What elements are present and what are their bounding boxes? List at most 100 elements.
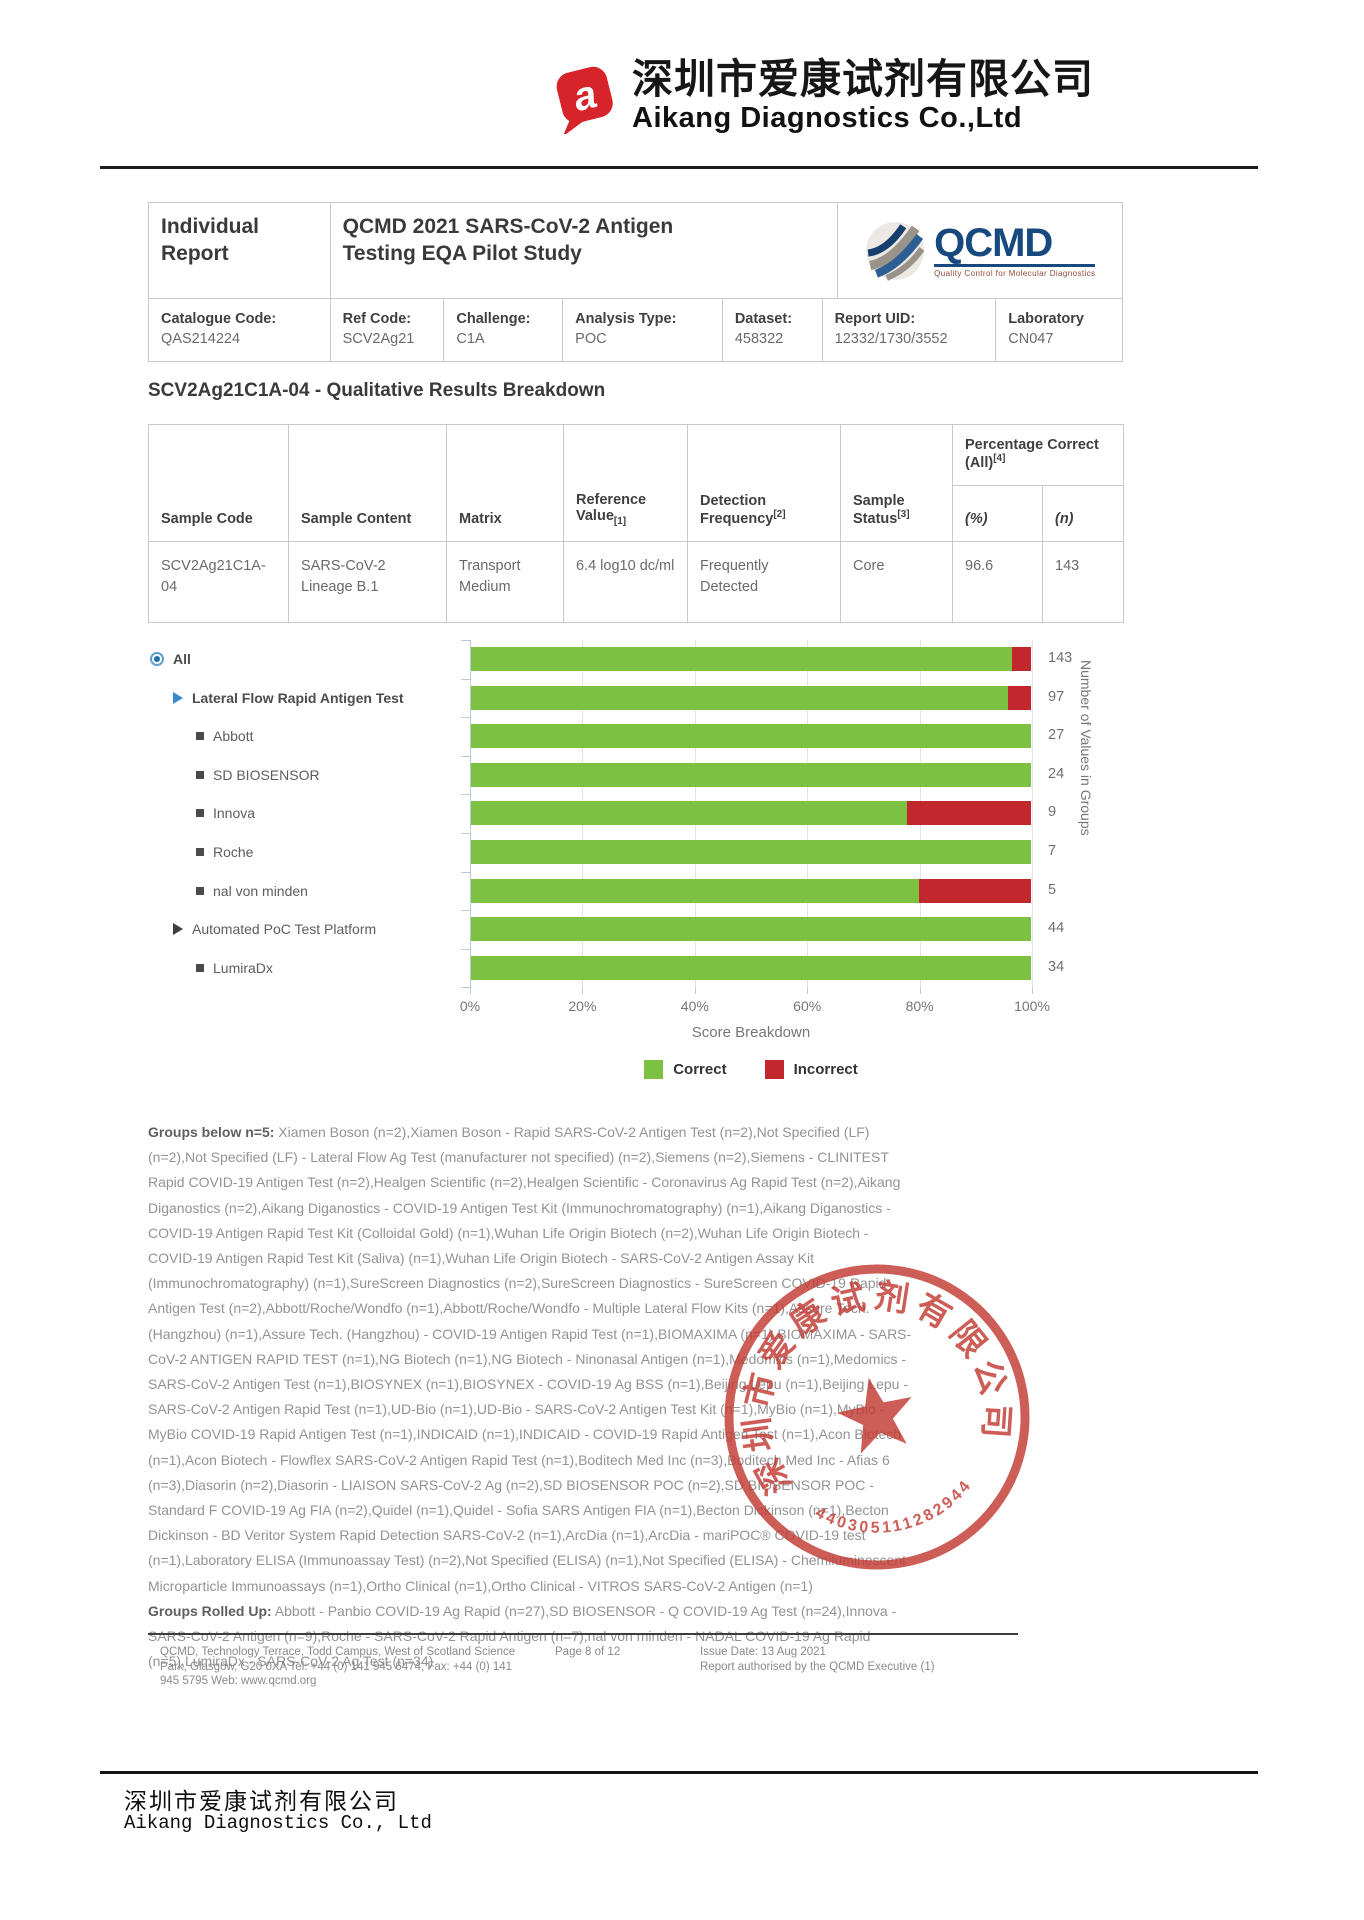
category-text: nal von minden: [213, 882, 308, 899]
legend-item-correct: Correct: [644, 1060, 727, 1079]
field-value: QAS214224: [161, 331, 241, 347]
x-tick-label: 0%: [459, 998, 481, 1015]
chart-category-label: Abbott: [196, 725, 253, 747]
footer-address-line1: QCMD, Technology Terrace, Todd Campus, W…: [160, 1646, 516, 1658]
x-axis-tick: [470, 987, 471, 995]
field-laboratory: Laboratory CN047: [996, 299, 1122, 361]
row-count: 24: [1048, 765, 1065, 782]
qcmd-logo-cell: QCMD Quality Control for Molecular Diagn…: [838, 203, 1122, 298]
radio-icon[interactable]: [150, 652, 164, 666]
qcmd-name: QCMD: [934, 223, 1096, 267]
stacked-bar: [471, 878, 1031, 903]
stacked-bar: [471, 840, 1031, 864]
field-label: Dataset:: [734, 311, 793, 327]
chart-category-label: LumiraDx: [196, 957, 273, 979]
company-name-en: Aikang Diagnostics Co.,Ltd: [632, 102, 1023, 134]
col-n: (n): [1041, 484, 1125, 542]
chart-category-label: Innova: [196, 802, 255, 824]
bar-incorrect-segment: [906, 801, 1031, 826]
letterhead: 深圳市爱康试剂有限公司 Aikang Diagnostics Co.,Ltd: [632, 56, 1094, 135]
cell-matrix: Transport Medium: [446, 540, 564, 623]
x-tick-label: 40%: [680, 998, 709, 1015]
field-value: SCV2Ag21: [342, 331, 415, 347]
category-text: SD BIOSENSOR: [213, 766, 320, 783]
col-reference-value: Reference Value[1]: [563, 424, 688, 542]
field-label: Ref Code:: [342, 311, 412, 327]
col-matrix: Matrix: [446, 424, 564, 542]
expand-triangle-icon[interactable]: [173, 923, 183, 936]
stacked-bar: [471, 917, 1031, 942]
chart-category-label: nal von minden: [196, 880, 308, 902]
chart-category-label: Roche: [196, 841, 253, 863]
groups-below-n5: Groups below n=5: Xiamen Boson (n=2),Xia…: [148, 1120, 912, 1599]
category-text: Innova: [213, 805, 256, 822]
footer-issue-date: Issue Date: 13 Aug 2021: [700, 1646, 826, 1658]
y-axis-tick: [461, 948, 470, 950]
chart-category-label: All: [150, 648, 191, 670]
footer-divider: [148, 1633, 1018, 1635]
row-count: 97: [1048, 688, 1065, 705]
notes-block: Groups below n=5: Xiamen Boson (n=2),Xia…: [148, 1120, 912, 1674]
row-count: 143: [1048, 650, 1073, 666]
cell-sample-content: SARS-CoV-2 Lineage B.1: [288, 540, 447, 623]
field-catalogue-code: Catalogue Code: QAS214224: [149, 299, 331, 361]
qcmd-wordmark: QCMD Quality Control for Molecular Diagn…: [934, 223, 1096, 278]
report-type: Individual Report: [161, 215, 260, 265]
footer-page-number: Page 8 of 12: [555, 1646, 621, 1658]
bar-correct-segment: [471, 685, 1009, 710]
qcmd-globe-icon: [866, 221, 925, 281]
x-tick-label: 80%: [905, 998, 934, 1015]
cell-n: 143: [1041, 540, 1125, 623]
y-axis-tick: [461, 910, 470, 912]
category-text: LumiraDx: [213, 959, 273, 976]
field-value: POC: [575, 331, 607, 347]
col-sample-status: Sample Status[3]: [840, 424, 953, 542]
bar-incorrect-segment: [1008, 685, 1031, 710]
stacked-bar: [471, 762, 1031, 787]
field-value: 458322: [734, 331, 784, 347]
bullet-square-icon: [196, 886, 204, 895]
legend-item-incorrect: Incorrect: [764, 1060, 858, 1079]
field-label: Analysis Type:: [575, 311, 677, 327]
right-axis-title: Number of Values in Groups: [1078, 660, 1094, 836]
cell-reference-value: 6.4 log10 dc/ml: [563, 540, 688, 623]
company-name-cn: 深圳市爱康试剂有限公司: [632, 56, 1094, 102]
x-axis-tick: [807, 987, 809, 995]
category-text: All: [173, 651, 191, 667]
cell-sample-code: SCV2Ag21C1A-04: [148, 540, 289, 623]
field-label: Challenge:: [456, 311, 531, 327]
bullet-square-icon: [196, 732, 204, 741]
bottom-company-cn: 深圳市爱康试剂有限公司: [124, 1789, 399, 1815]
bar-correct-segment: [471, 647, 1012, 671]
stacked-bar: [471, 685, 1031, 710]
x-axis-title: Score Breakdown: [691, 1024, 811, 1041]
x-axis-tick: [919, 987, 921, 995]
bar-incorrect-segment: [919, 878, 1031, 903]
x-tick-label: 60%: [793, 998, 822, 1015]
bar-correct-segment: [471, 878, 919, 903]
gridline: [1032, 640, 1033, 988]
footer-issue-info: Issue Date: 13 Aug 2021 Report authorise…: [700, 1645, 935, 1674]
table-row: SCV2Ag21C1A-04 SARS-CoV-2 Lineage B.1 Tr…: [148, 540, 1125, 623]
expand-triangle-icon[interactable]: [173, 691, 183, 704]
stacked-bar: [471, 955, 1031, 980]
field-value: C1A: [456, 331, 485, 347]
y-axis-tick: [461, 640, 470, 641]
col-sample-code: Sample Code: [148, 424, 289, 542]
legend-correct-swatch: [644, 1060, 664, 1079]
row-count: 44: [1048, 920, 1065, 937]
row-count: 27: [1048, 727, 1065, 744]
y-axis-tick: [461, 717, 470, 719]
results-table: Sample Code Sample Content Matrix Refere…: [148, 424, 1125, 623]
footer-authorised: Report authorised by the QCMD Executive …: [700, 1660, 935, 1673]
field-challenge: Challenge: C1A: [444, 299, 564, 361]
row-count: 34: [1048, 958, 1065, 975]
y-axis-tick: [461, 755, 470, 757]
bullet-square-icon: [196, 848, 204, 856]
stacked-bar: [471, 801, 1031, 826]
stacked-bar: [471, 724, 1031, 749]
chart-category-label: Lateral Flow Rapid Antigen Test: [173, 687, 404, 709]
footer-address: QCMD, Technology Terrace, Todd Campus, W…: [160, 1645, 515, 1689]
y-axis-tick: [461, 794, 470, 796]
